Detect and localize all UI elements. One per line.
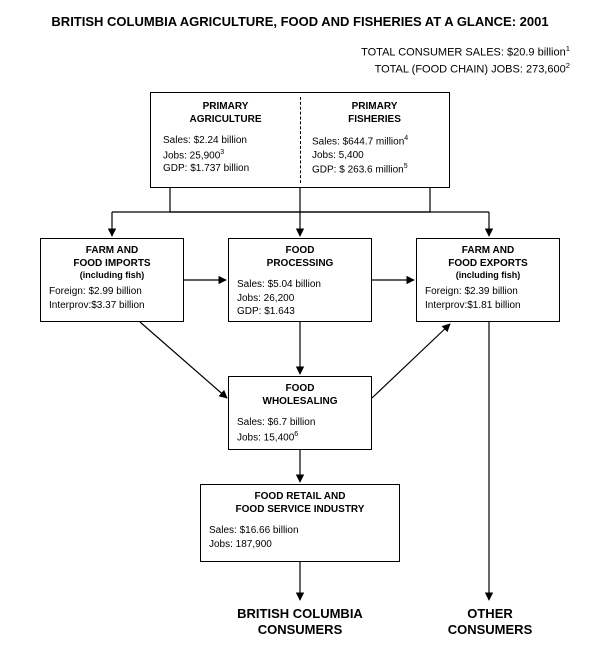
totals-line-2: TOTAL (FOOD CHAIN) JOBS: 273,6002 xyxy=(361,61,570,78)
primary-fish-body: Sales: $644.7 million4 Jobs: 5,400 GDP: … xyxy=(312,134,437,177)
totals-line-1: TOTAL CONSUMER SALES: $20.9 billion1 xyxy=(361,44,570,61)
primary-fish-title: PRIMARY FISHERIES xyxy=(312,101,437,126)
primary-ag-body: Sales: $2.24 billion Jobs: 25,9003 GDP: … xyxy=(163,134,288,176)
processing-body: Sales: $5.04 billion Jobs: 26,200 GDP: $… xyxy=(237,278,363,319)
wholesaling-body: Sales: $6.7 billion Jobs: 15,4006 xyxy=(237,416,363,444)
retail-body: Sales: $16.66 billion Jobs: 187,900 xyxy=(209,524,391,551)
box-primary-fisheries: PRIMARY FISHERIES Sales: $644.7 million4… xyxy=(300,93,449,187)
exports-body: Foreign: $2.39 billion Interprov:$1.81 b… xyxy=(425,285,551,312)
processing-title: FOOD PROCESSING xyxy=(237,245,363,270)
box-imports: FARM AND FOOD IMPORTS (including fish) F… xyxy=(40,238,184,322)
primary-divider xyxy=(300,97,301,183)
box-primary-agriculture: PRIMARY AGRICULTURE Sales: $2.24 billion… xyxy=(151,93,300,187)
box-retail: FOOD RETAIL AND FOOD SERVICE INDUSTRY Sa… xyxy=(200,484,400,562)
box-wholesaling: FOOD WHOLESALING Sales: $6.7 billion Job… xyxy=(228,376,372,450)
bc-consumers-label: BRITISH COLUMBIA CONSUMERS xyxy=(220,606,380,637)
wholesaling-title: FOOD WHOLESALING xyxy=(237,383,363,408)
imports-body: Foreign: $2.99 billion Interprov:$3.37 b… xyxy=(49,285,175,312)
totals-block: TOTAL CONSUMER SALES: $20.9 billion1 TOT… xyxy=(361,44,570,77)
page-title: BRITISH COLUMBIA AGRICULTURE, FOOD AND F… xyxy=(0,14,600,29)
retail-title: FOOD RETAIL AND FOOD SERVICE INDUSTRY xyxy=(209,491,391,516)
imports-sub: (including fish) xyxy=(49,270,175,281)
other-consumers-label: OTHER CONSUMERS xyxy=(440,606,540,637)
box-exports: FARM AND FOOD EXPORTS (including fish) F… xyxy=(416,238,560,322)
exports-title: FARM AND FOOD EXPORTS xyxy=(425,245,551,270)
exports-sub: (including fish) xyxy=(425,270,551,281)
imports-title: FARM AND FOOD IMPORTS xyxy=(49,245,175,270)
box-primary: PRIMARY AGRICULTURE Sales: $2.24 billion… xyxy=(150,92,450,188)
primary-ag-title: PRIMARY AGRICULTURE xyxy=(163,101,288,126)
box-processing: FOOD PROCESSING Sales: $5.04 billion Job… xyxy=(228,238,372,322)
